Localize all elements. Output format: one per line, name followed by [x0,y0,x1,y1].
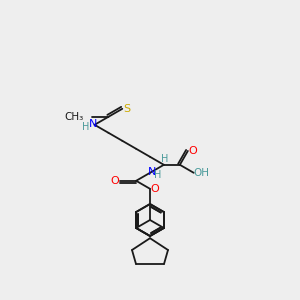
Text: OH: OH [194,168,210,178]
Text: S: S [124,104,131,114]
Text: H: H [154,170,162,180]
Text: O: O [151,184,159,194]
Text: O: O [111,176,119,186]
Text: H: H [82,122,89,132]
Text: H: H [161,154,169,164]
Text: CH₃: CH₃ [64,112,83,122]
Text: N: N [88,119,97,129]
Text: O: O [188,146,197,156]
Text: N: N [148,167,156,177]
